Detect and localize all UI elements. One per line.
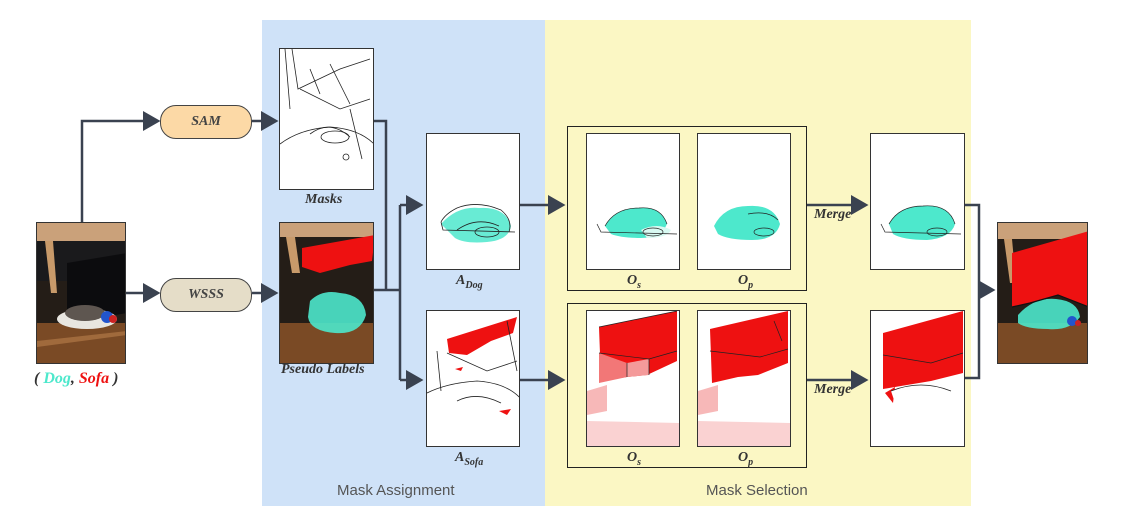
os-sofa-image bbox=[586, 310, 680, 447]
input-classes: ( Dog, Sofa ) bbox=[34, 370, 119, 387]
masks-caption: Masks bbox=[305, 192, 343, 207]
op-dog-image bbox=[697, 133, 791, 270]
os-sofa-caption: Os bbox=[627, 450, 642, 468]
merge-label-sofa: Merge bbox=[814, 382, 852, 397]
input-image bbox=[36, 222, 126, 364]
sam-node: SAM bbox=[160, 105, 252, 139]
merge-label-dog: Merge bbox=[814, 207, 852, 222]
a-sofa-image bbox=[426, 310, 520, 447]
a-dog-caption: ADog bbox=[456, 273, 483, 291]
op-dog-caption: Op bbox=[738, 273, 754, 291]
wsss-node: WSSS bbox=[160, 278, 252, 312]
class-dog: Dog bbox=[43, 370, 71, 387]
sam-masks-image bbox=[279, 48, 374, 190]
a-sofa-caption: ASofa bbox=[455, 450, 484, 468]
mask-assignment-label: Mask Assignment bbox=[337, 482, 455, 499]
sofa-selection-frame bbox=[567, 303, 807, 468]
merged-dog-image bbox=[870, 133, 965, 270]
op-sofa-caption: Op bbox=[738, 450, 754, 468]
pseudo-labels-caption: Pseudo Labels bbox=[281, 362, 365, 377]
dog-selection-frame bbox=[567, 126, 807, 291]
pseudo-labels-image bbox=[279, 222, 374, 364]
merged-sofa-image bbox=[870, 310, 965, 447]
op-sofa-image bbox=[697, 310, 791, 447]
os-dog-caption: Os bbox=[627, 273, 642, 291]
final-output-image bbox=[997, 222, 1088, 364]
class-sofa: Sofa bbox=[78, 370, 110, 387]
mask-selection-label: Mask Selection bbox=[706, 482, 808, 499]
os-dog-image bbox=[586, 133, 680, 270]
a-dog-image bbox=[426, 133, 520, 270]
